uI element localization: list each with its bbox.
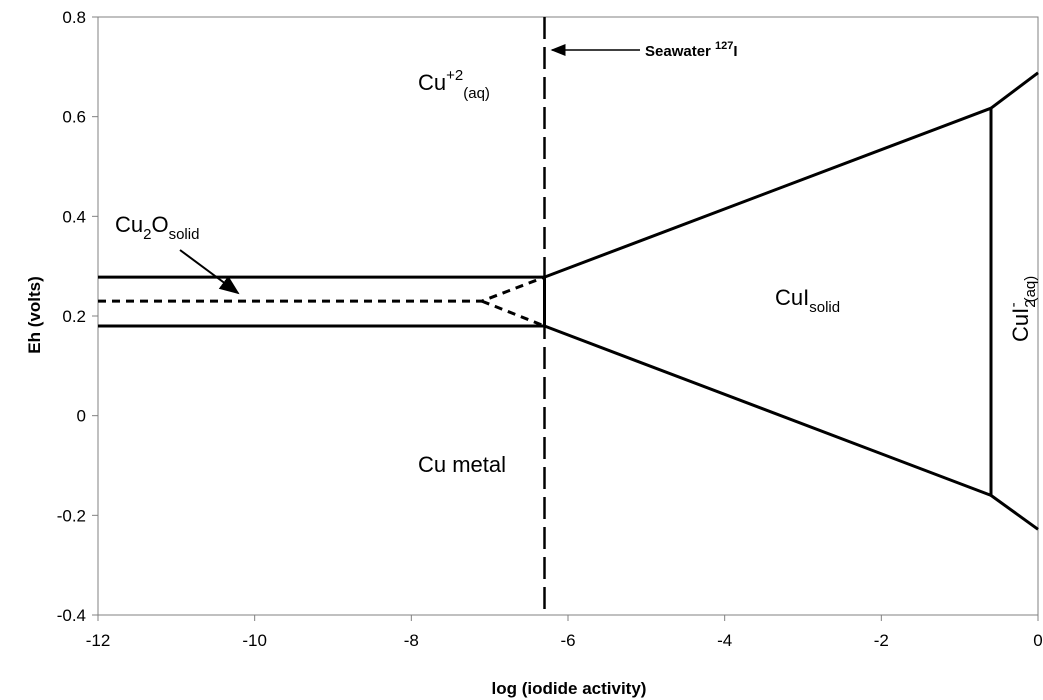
y-tick-label: -0.4 (57, 606, 86, 625)
region-label-cu2o-solid: Cu2Osolid (115, 212, 199, 243)
boundary-line-cui2-upper (990, 71, 1039, 110)
x-tick-label: -12 (86, 631, 111, 650)
boundary-line-cui-upper (543, 106, 992, 279)
boundary-line-cui2-lower (990, 494, 1039, 531)
boundary-line-metastable-dashed-lower (481, 299, 546, 328)
seawater-annotation: Seawater 127I (550, 40, 738, 60)
y-tick-label: 0 (77, 407, 86, 426)
cu2o-pointer-arrow (179, 249, 240, 295)
x-tick-label: -10 (242, 631, 267, 650)
region-label-cu2-aq: Cu+2(aq) (418, 67, 490, 102)
seawater-label: Seawater 127I (645, 40, 738, 60)
boundary-line-cui-lower (543, 324, 992, 497)
y-tick-label: 0.2 (62, 307, 86, 326)
x-tick-label: 0 (1033, 631, 1042, 650)
x-tick-label: -6 (560, 631, 575, 650)
x-tick-label: -8 (404, 631, 419, 650)
y-axis-title: Eh (volts) (25, 276, 44, 353)
boundary-line-metastable-dashed (98, 275, 546, 303)
region-label-cui2-aq: CuI2-(aq) (1005, 276, 1039, 342)
region-label-cui-solid: CuIsolid (775, 285, 840, 316)
y-tick-label: 0.6 (62, 108, 86, 127)
x-tick-label: -2 (874, 631, 889, 650)
y-tick-label: 0.4 (62, 207, 86, 226)
y-tick-label: 0.8 (62, 8, 86, 27)
x-tick-label: -4 (717, 631, 732, 650)
y-tick-label: -0.2 (57, 506, 86, 525)
plot-frame (97, 16, 1039, 616)
x-axis-title: log (iodide activity) (492, 679, 647, 698)
region-label-cu-metal: Cu metal (418, 452, 506, 477)
